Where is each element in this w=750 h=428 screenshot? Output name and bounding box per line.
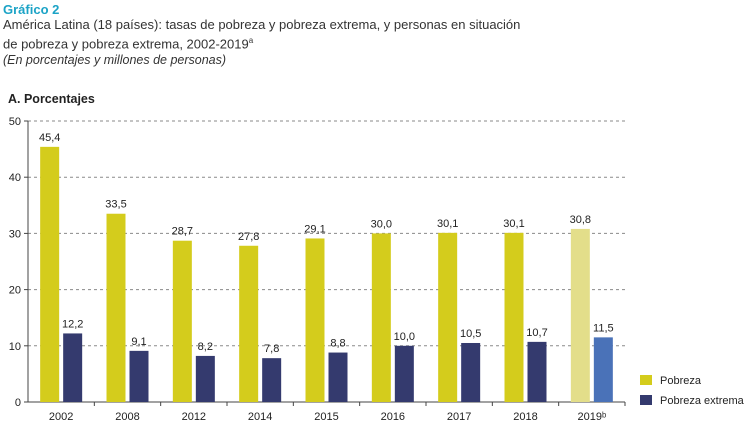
data-label-pobreza: 30,1	[503, 218, 524, 230]
bar-pobreza-extrema	[195, 355, 215, 402]
data-label-pobreza: 29,1	[304, 223, 325, 235]
data-label-pobreza-extrema: 10,5	[460, 328, 481, 340]
legend-label: Pobreza	[660, 375, 702, 387]
bar-pobreza-extrema	[461, 342, 481, 402]
y-tick-label: 10	[9, 341, 21, 353]
bar-pobreza	[172, 240, 192, 402]
data-label-pobreza: 28,7	[172, 226, 193, 238]
data-label-pobreza: 33,5	[105, 199, 126, 211]
chart-subtitle: (En porcentajes y millones de personas)	[3, 53, 227, 68]
data-label-pobreza-extrema: 10,0	[394, 331, 415, 343]
y-tick-label: 50	[9, 116, 21, 128]
bar-pobreza-extrema	[328, 352, 348, 402]
y-tick-label: 20	[9, 285, 21, 297]
bar-pobreza-extrema	[63, 333, 83, 402]
bar-pobreza	[40, 146, 60, 402]
data-label-pobreza-extrema: 8,2	[198, 341, 213, 353]
data-label-pobreza-extrema: 10,7	[526, 327, 547, 339]
x-tick-label: 2002	[49, 411, 73, 423]
legend-label: Pobreza extrema	[660, 395, 745, 407]
bar-pobreza-extrema	[394, 345, 414, 402]
x-tick-label: 2019ᵇ	[578, 411, 607, 423]
legend-swatch	[640, 395, 652, 405]
x-tick-label: 2008	[115, 411, 139, 423]
data-label-pobreza: 30,8	[570, 214, 591, 226]
title-superscript: a	[248, 36, 254, 45]
x-tick-label: 2018	[513, 411, 537, 423]
title-line-1: América Latina (18 países): tasas de pob…	[3, 17, 521, 32]
bar-pobreza	[239, 245, 259, 402]
bar-pobreza	[504, 232, 524, 402]
bar-pobreza	[570, 228, 590, 402]
y-tick-label: 40	[9, 172, 21, 184]
x-tick-label: 2016	[381, 411, 405, 423]
x-tick-label: 2014	[248, 411, 272, 423]
x-tick-label: 2017	[447, 411, 471, 423]
bar-pobreza-extrema	[262, 358, 282, 402]
data-label-pobreza-extrema: 8,8	[330, 338, 345, 350]
data-label-pobreza: 27,8	[238, 231, 259, 243]
data-label-pobreza: 30,0	[371, 218, 392, 230]
legend-swatch	[640, 375, 652, 385]
data-label-pobreza-extrema: 11,5	[593, 322, 614, 334]
data-label-pobreza: 45,4	[39, 132, 60, 144]
chart-title: América Latina (18 países): tasas de pob…	[3, 17, 743, 52]
y-tick-label: 30	[9, 228, 21, 240]
panel-label: A. Porcentajes	[8, 92, 95, 106]
bar-pobreza-extrema	[593, 337, 613, 402]
x-tick-label: 2012	[182, 411, 206, 423]
data-label-pobreza-extrema: 9,1	[131, 336, 146, 348]
title-line-2: de pobreza y pobreza extrema, 2002-2019	[3, 36, 249, 52]
bar-pobreza	[106, 213, 126, 402]
chart-header: Gráfico 2 América Latina (18 países): ta…	[3, 2, 743, 68]
bar-pobreza-extrema	[129, 350, 149, 402]
data-label-pobreza-extrema: 12,2	[62, 318, 83, 330]
bar-pobreza	[371, 233, 391, 402]
data-label-pobreza-extrema: 7,8	[264, 343, 279, 355]
figure-label: Gráfico 2	[3, 2, 60, 17]
bar-pobreza-extrema	[527, 341, 547, 402]
bar-pobreza	[438, 232, 458, 402]
y-tick-label: 0	[15, 397, 21, 409]
x-tick-label: 2015	[314, 411, 338, 423]
bar-pobreza	[305, 238, 325, 402]
data-label-pobreza: 30,1	[437, 218, 458, 230]
